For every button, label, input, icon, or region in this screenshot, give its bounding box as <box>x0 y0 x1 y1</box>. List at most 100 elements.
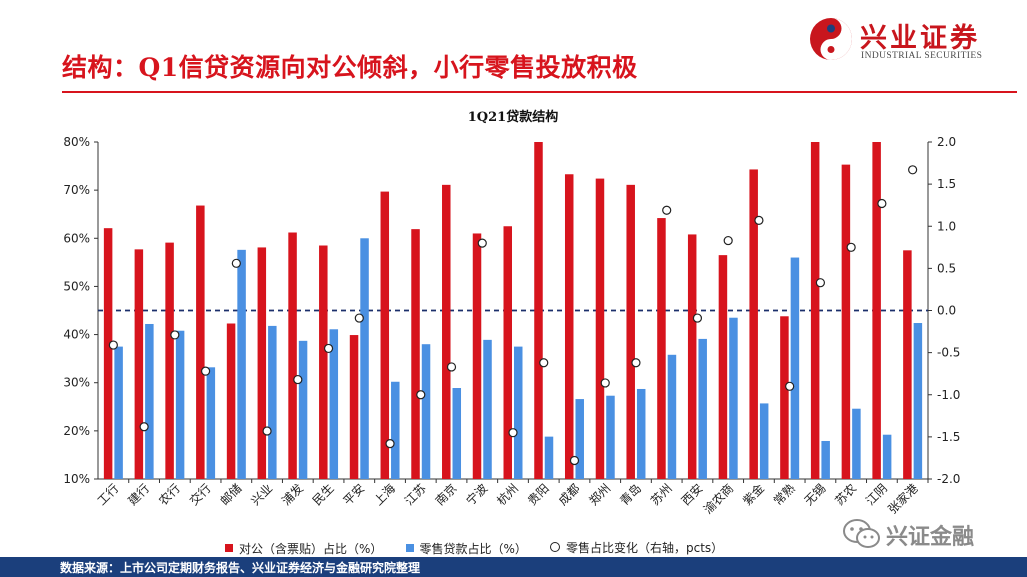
x-tick-label: 农行 <box>156 481 183 508</box>
legend-item-retail: 零售贷款占比（%） <box>405 540 527 557</box>
point-retail-change <box>754 215 764 225</box>
bar-corporate <box>903 250 912 479</box>
left-tick-label: 10% <box>63 472 90 486</box>
point-retail-change <box>662 205 672 215</box>
bar-corporate <box>595 178 605 480</box>
point-retail-change <box>539 358 549 368</box>
left-tick-label: 80% <box>63 135 90 149</box>
legend-label-retail-change: 零售占比变化（右轴，pcts） <box>566 540 724 555</box>
legend-swatch-blue <box>405 544 414 552</box>
x-tick-label: 工行 <box>95 481 122 508</box>
left-tick-label: 20% <box>63 424 90 438</box>
point-retail-change <box>631 358 641 368</box>
x-tick-label: 浦发 <box>278 481 306 509</box>
bar-corporate <box>411 229 420 479</box>
point-retail-change <box>692 313 703 323</box>
point-retail-change <box>293 374 303 385</box>
point-retail-change <box>508 428 518 438</box>
legend-label-retail: 零售贷款占比（%） <box>419 541 527 556</box>
bar-retail <box>575 399 584 479</box>
bar-corporate <box>626 184 635 479</box>
bar-corporate <box>657 218 666 479</box>
x-tick-label: 交行 <box>186 481 214 509</box>
point-retail-change <box>323 343 334 354</box>
bar-corporate <box>810 142 820 479</box>
logo-text-en: INDUSTRIAL SECURITIES <box>861 51 983 61</box>
bar-retail <box>852 408 861 479</box>
bar-retail <box>114 346 123 479</box>
bar-retail <box>821 440 830 479</box>
x-tick-label: 郑州 <box>586 481 614 509</box>
bar-corporate <box>749 169 758 480</box>
company-logo: 兴业证券 INDUSTRIAL SECURITIES <box>806 14 1018 66</box>
point-retail-change <box>354 313 364 323</box>
bar-corporate <box>564 174 574 479</box>
x-tick-label: 苏农 <box>832 481 859 508</box>
point-retail-change <box>170 330 180 340</box>
right-tick-label: -1.0 <box>937 388 960 402</box>
bar-corporate <box>257 247 267 479</box>
x-tick-label: 苏州 <box>648 481 675 508</box>
bar-corporate <box>165 242 174 479</box>
bar-corporate <box>687 234 697 479</box>
x-tick-label: 成都 <box>556 481 583 508</box>
bar-corporate <box>841 164 851 479</box>
point-retail-change <box>785 381 795 391</box>
point-retail-change <box>108 340 118 350</box>
bar-corporate <box>134 249 144 479</box>
bar-retail <box>452 388 462 479</box>
bar-corporate <box>319 245 328 479</box>
footer-bar: 数据来源：上市公司定期财务报告、兴业证券经济与金融研究院整理 <box>0 557 1027 577</box>
legend-item-corporate: 对公（含票贴）占比（%） <box>225 540 382 557</box>
x-tick-label: 渝农商 <box>700 481 736 517</box>
x-tick-label: 建行 <box>125 481 152 508</box>
legend-marker-circle <box>550 542 560 552</box>
x-tick-label: 常熟 <box>770 481 798 509</box>
bar-retail <box>268 325 277 479</box>
right-tick-label: -0.5 <box>937 346 960 360</box>
logo-text-cn: 兴业证券 <box>860 23 980 54</box>
point-retail-change <box>569 455 580 466</box>
bar-retail <box>514 346 523 479</box>
x-tick-label: 张家港 <box>885 481 921 517</box>
bar-corporate <box>534 142 543 479</box>
point-retail-change <box>416 390 426 400</box>
bar-corporate <box>288 232 297 479</box>
slide-title: 结构：Q1信贷资源向对公倾斜，小行零售投放积极 <box>62 53 638 82</box>
point-retail-change <box>908 165 918 175</box>
bar-retail <box>636 388 646 479</box>
point-retail-change <box>877 198 887 209</box>
bar-corporate <box>349 335 359 479</box>
bar-retail <box>421 344 431 479</box>
legend-label-corporate: 对公（含票贴）占比（%） <box>239 541 383 556</box>
right-tick-label: 0.0 <box>937 304 956 318</box>
bar-corporate <box>226 323 236 479</box>
bar-retail <box>298 340 308 479</box>
bar-retail <box>913 323 923 479</box>
bar-corporate <box>103 228 113 479</box>
data-source-note: 数据来源：上市公司定期财务报告、兴业证券经济与金融研究院整理 <box>60 561 421 575</box>
point-retail-change <box>723 235 733 246</box>
x-tick-label: 江阴 <box>863 481 890 508</box>
x-tick-label: 上海 <box>371 481 399 509</box>
bar-retail <box>360 238 369 479</box>
bar-retail <box>759 403 769 479</box>
chart-legend: 对公（含票贴）占比（%） 零售贷款占比（%） 零售占比变化（右轴，pcts） <box>225 537 741 557</box>
x-tick-label: 邮储 <box>217 481 245 509</box>
x-tick-label: 西安 <box>678 481 706 509</box>
bar-retail <box>544 436 554 479</box>
bar-retail <box>667 354 677 479</box>
bar-retail <box>145 323 154 479</box>
legend-item-retail-change: 零售占比变化（右轴，pcts） <box>550 539 723 556</box>
point-retail-change <box>446 362 457 372</box>
x-tick-label: 无锡 <box>801 481 829 509</box>
bar-retail <box>882 434 892 479</box>
x-tick-label: 宁波 <box>463 481 491 509</box>
point-retail-change <box>200 366 211 376</box>
wechat-icon <box>843 519 880 548</box>
right-tick-label: -2.0 <box>937 472 960 486</box>
bar-retail <box>483 339 492 479</box>
bar-retail <box>729 317 738 479</box>
right-tick-label: -1.5 <box>937 430 960 444</box>
